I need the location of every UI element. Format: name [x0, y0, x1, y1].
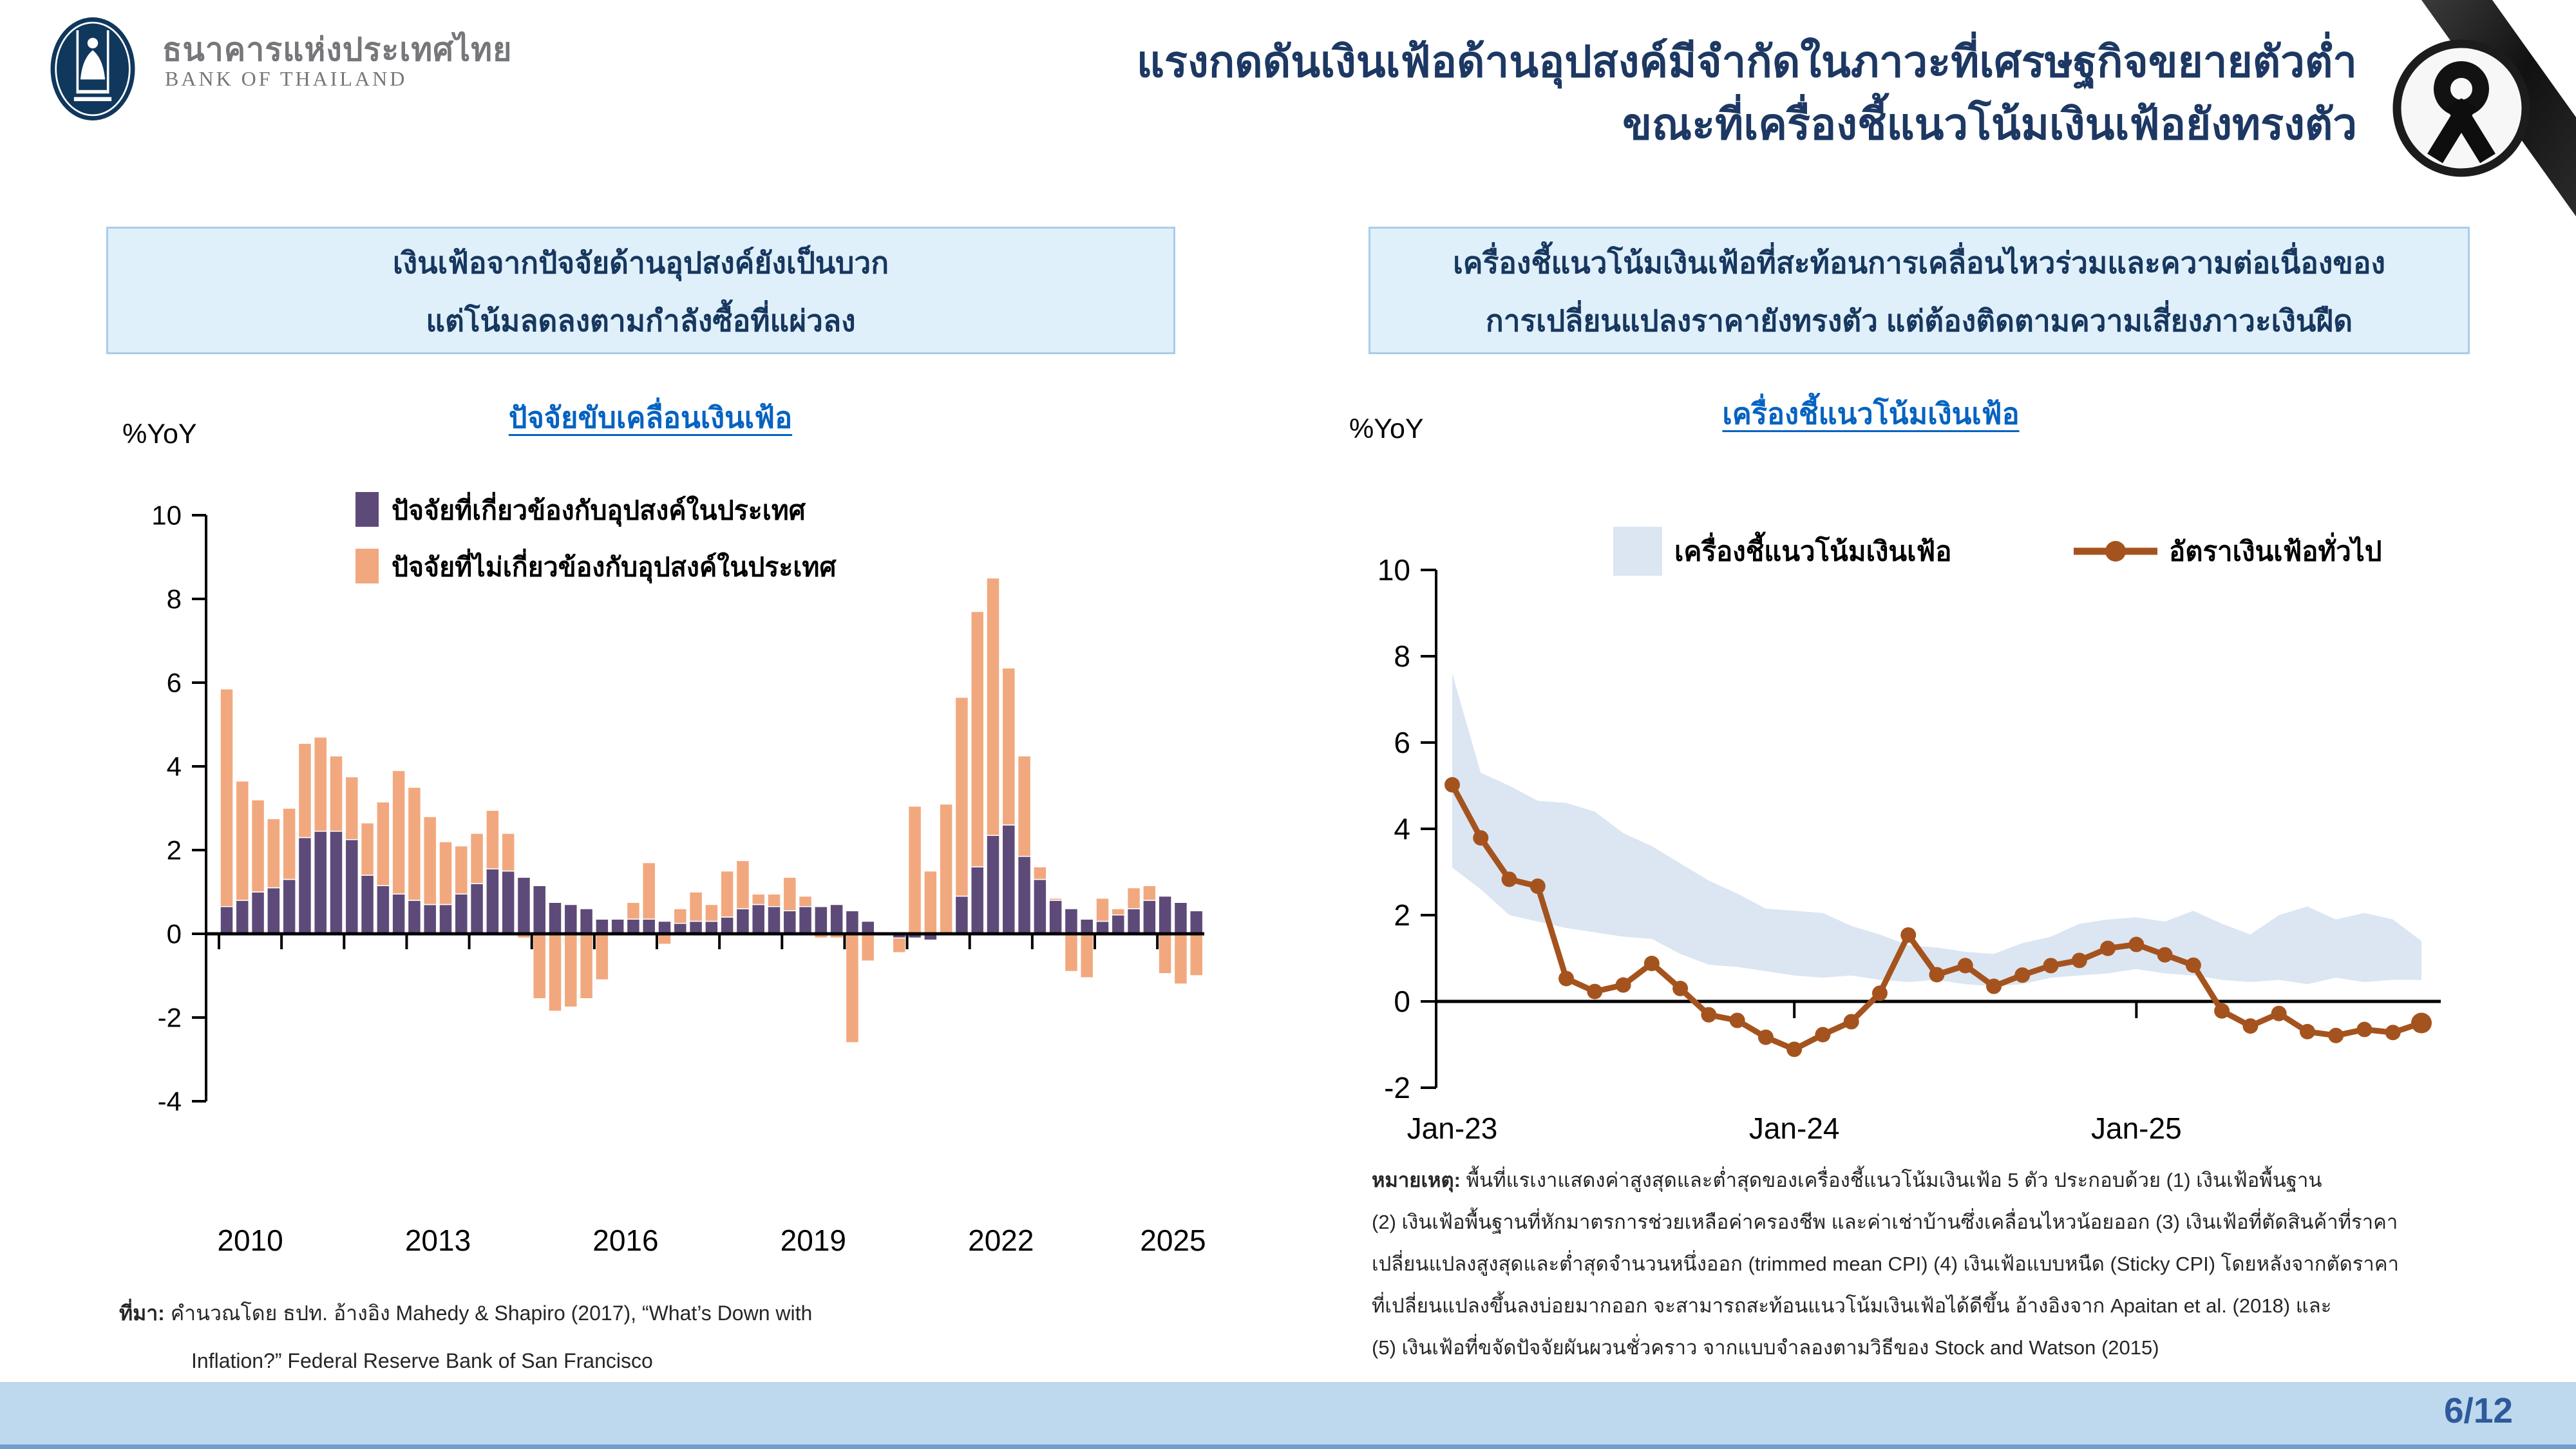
- footer-edge: [0, 1444, 2576, 1449]
- svg-text:เครื่องชี้แนวโน้มเงินเฟ้อ: เครื่องชี้แนวโน้มเงินเฟ้อ: [1674, 531, 1951, 567]
- svg-text:-2: -2: [1384, 1071, 1410, 1104]
- svg-text:6: 6: [1394, 726, 1410, 759]
- svg-text:Jan-23: Jan-23: [1407, 1112, 1498, 1145]
- svg-text:ปัจจัยที่ไม่เกี่ยวข้องกับอุปสง: ปัจจัยที่ไม่เกี่ยวข้องกับอุปสงค์ในประเทศ: [392, 548, 837, 583]
- svg-text:6: 6: [167, 668, 182, 698]
- bot-emblem-icon: [50, 17, 135, 121]
- svg-text:2019: 2019: [781, 1224, 846, 1257]
- footnote-line3: เปลี่ยนแปลงสูงสุดและต่ำสุดจำนวนหนึ่งออก …: [1372, 1253, 2399, 1275]
- svg-text:2010: 2010: [217, 1224, 283, 1257]
- bank-name-english: BANK OF THAILAND: [165, 67, 408, 90]
- source-note: ที่มา: คำนวณโดย ธปท. อ้างอิง Mahedy & Sh…: [119, 1289, 812, 1385]
- source-label: ที่มา:: [119, 1302, 165, 1325]
- svg-text:Jan-24: Jan-24: [1749, 1112, 1840, 1145]
- page-number: 6/12: [2443, 1390, 2513, 1430]
- left-headline-box: เงินเฟ้อจากปัจจัยด้านอุปสงค์ยังเป็นบวก แ…: [106, 227, 1175, 354]
- right-headline-line1: เครื่องชี้แนวโน้มเงินเฟ้อที่สะท้อนการเคล…: [1453, 246, 2385, 279]
- right-headline-box: เครื่องชี้แนวโน้มเงินเฟ้อที่สะท้อนการเคล…: [1368, 227, 2470, 354]
- left-headline-line2: แต่โน้มลดลงตามกำลังซื้อที่แผ่วลง: [426, 304, 856, 337]
- svg-text:-2: -2: [158, 1003, 182, 1033]
- svg-text:2022: 2022: [968, 1224, 1034, 1257]
- left-headline-line1: เงินเฟ้อจากปัจจัยด้านอุปสงค์ยังเป็นบวก: [392, 246, 889, 279]
- source-line1: คำนวณโดย ธปท. อ้างอิง Mahedy & Shapiro (…: [170, 1302, 813, 1325]
- svg-text:0: 0: [1394, 985, 1410, 1018]
- mourning-ribbon-icon: [2392, 0, 2576, 216]
- slide-title-line1: แรงกดดันเงินเฟ้อด้านอุปสงค์มีจำกัดในภาวะ…: [1136, 38, 2357, 86]
- svg-text:2025: 2025: [1140, 1224, 1206, 1257]
- inflation-trend-chart: 10 8 6 4 2 0 -2 Jan-23 Jan-24 Jan-25 เครื่องชี้แนว…: [1327, 425, 2486, 1172]
- drivers-chart-title: ปัจจัยขับเคลื่อนเงินเฟ้อ: [508, 401, 793, 434]
- svg-text:2013: 2013: [405, 1224, 471, 1257]
- footnote-line4: ที่เปลี่ยนแปลงขึ้นลงบ่อยมากออก จะสามารถส…: [1372, 1294, 2332, 1317]
- svg-text:2016: 2016: [592, 1224, 658, 1257]
- trend-chart-title: เครื่องชี้แนวโน้มเงินเฟ้อ: [1722, 397, 2020, 430]
- svg-text:2: 2: [1394, 898, 1410, 932]
- svg-text:4: 4: [1394, 812, 1410, 846]
- footnote-label: หมายเหตุ:: [1372, 1169, 1461, 1191]
- drivers-chart-unit: %YoY: [122, 419, 197, 450]
- slide-title: แรงกดดันเงินเฟ้อด้านอุปสงค์มีจำกัดในภาวะ…: [1137, 31, 2357, 156]
- svg-text:ปัจจัยที่เกี่ยวข้องกับอุปสงค์ใ: ปัจจัยที่เกี่ยวข้องกับอุปสงค์ในประเทศ: [392, 491, 806, 527]
- footnote-line5: (5) เงินเฟ้อที่ขจัดปัจจัยผันผวนชั่วคราว …: [1372, 1336, 2159, 1359]
- source-line2: Inflation?” Federal Reserve Bank of San …: [191, 1349, 653, 1372]
- svg-text:8: 8: [1394, 639, 1410, 673]
- svg-text:0: 0: [167, 919, 182, 949]
- svg-text:Jan-25: Jan-25: [2091, 1112, 2182, 1145]
- footnote-line2: (2) เงินเฟ้อพื้นฐานที่หักมาตรการช่วยเหลื…: [1372, 1211, 2398, 1233]
- svg-text:10: 10: [151, 500, 182, 531]
- svg-text:-4: -4: [158, 1086, 182, 1117]
- svg-text:10: 10: [1378, 553, 1410, 587]
- footnote-line1: พื้นที่แรเงาแสดงค่าสูงสุดและต่ำสุดของเคร…: [1466, 1169, 2322, 1191]
- svg-text:4: 4: [167, 752, 182, 782]
- svg-text:อัตราเงินเฟ้อทั่วไป: อัตราเงินเฟ้อทั่วไป: [2169, 533, 2382, 567]
- right-headline-line2: การเปลี่ยนแปลงราคายังทรงตัว แต่ต้องติดตา…: [1485, 304, 2353, 337]
- svg-text:8: 8: [167, 584, 182, 614]
- trend-chart-unit: %YoY: [1349, 413, 1424, 444]
- svg-text:2: 2: [167, 835, 182, 866]
- footer-bar: [0, 1382, 2576, 1449]
- slide-title-line2: ขณะที่เครื่องชี้แนวโน้มเงินเฟ้อยังทรงตัว: [1622, 100, 2357, 149]
- footnote: หมายเหตุ: พื้นที่แรเงาแสดงค่าสูงสุดและต่…: [1372, 1159, 2486, 1368]
- inflation-drivers-chart: 10 8 6 4 2 0 -2 -4 2010 2013 2016 2019 2022 2025 ปัจจั…: [109, 438, 1217, 1275]
- bank-name-thai: ธนาคารแห่งประเทศไทย: [162, 32, 513, 68]
